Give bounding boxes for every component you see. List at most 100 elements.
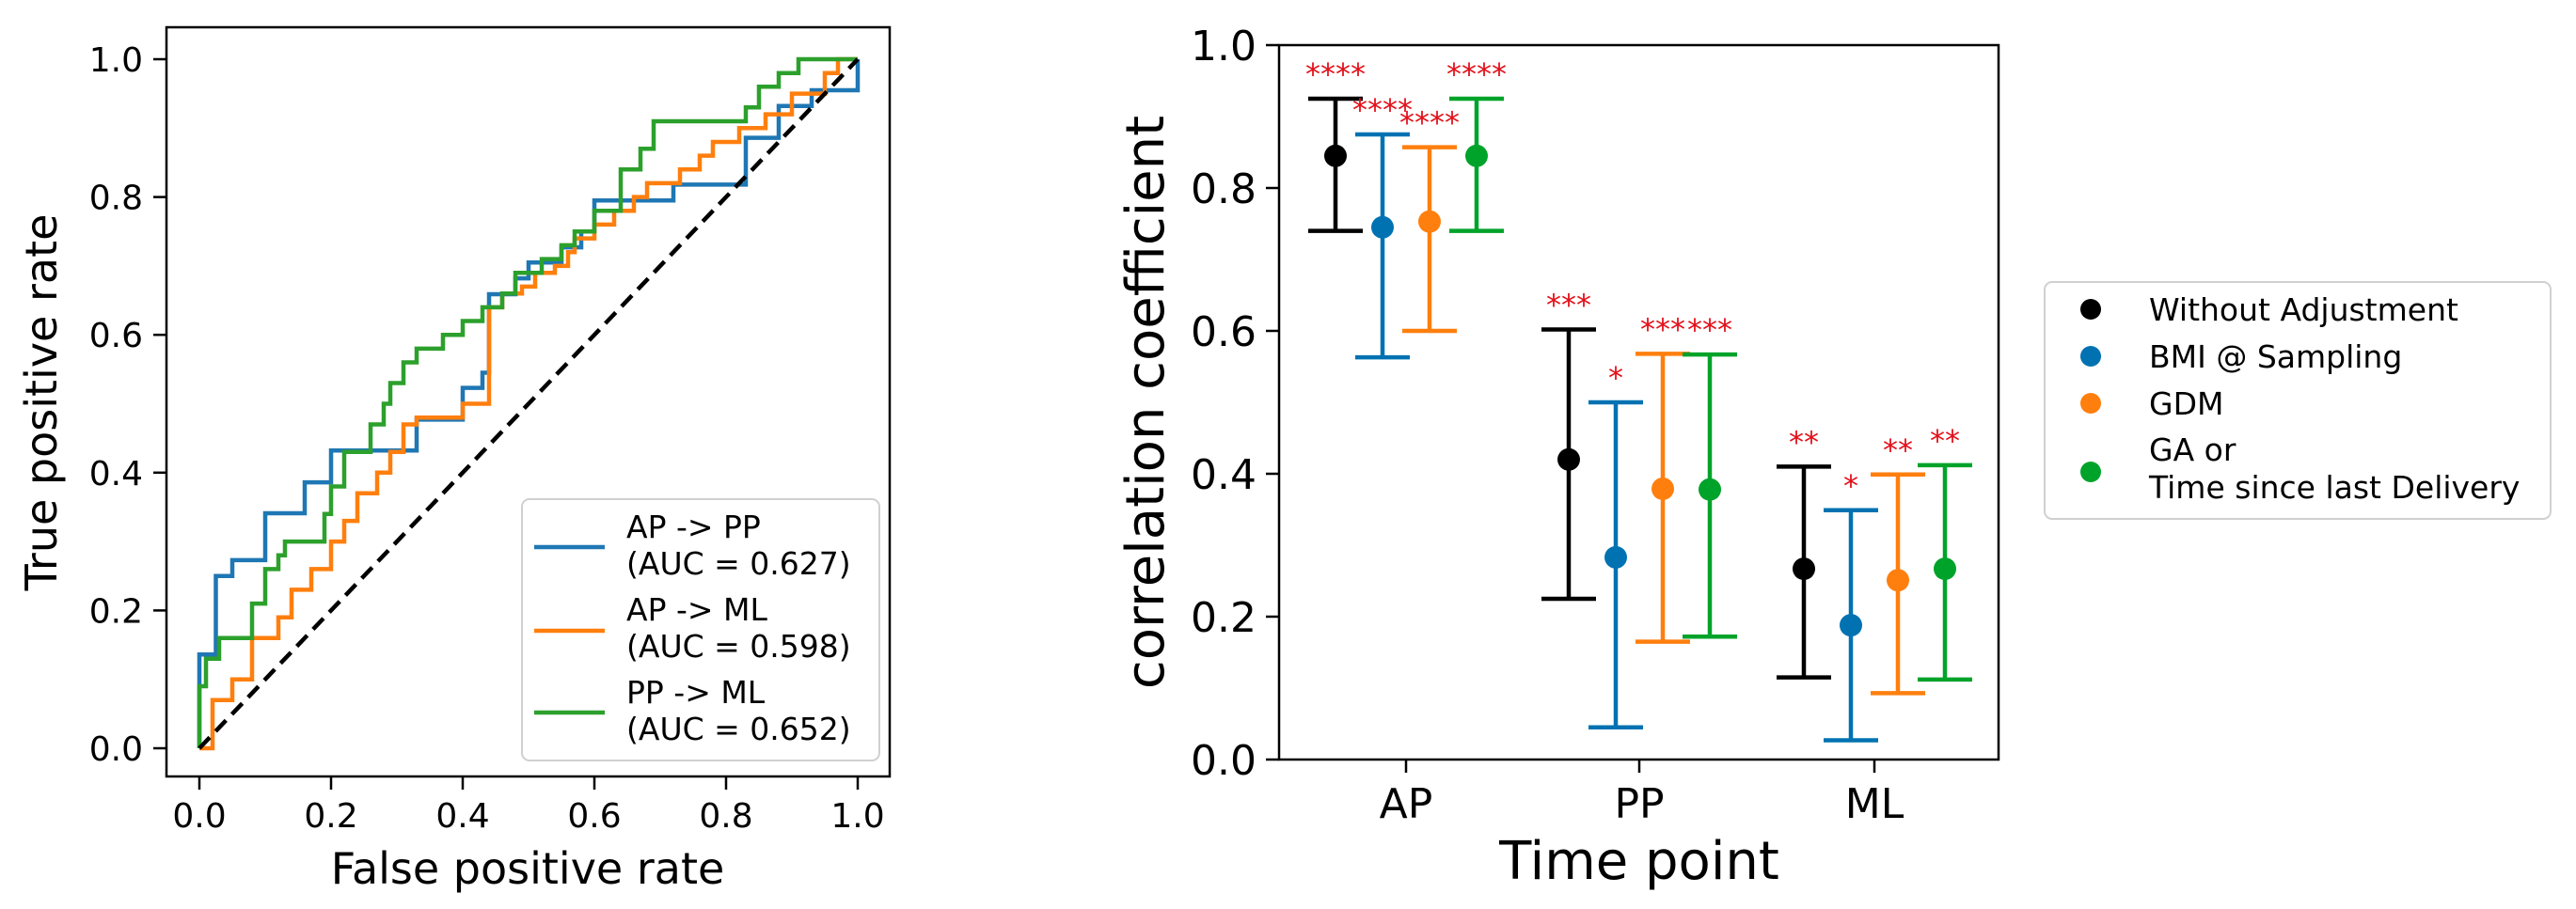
roc-y-axis-label: True positive rate xyxy=(16,214,67,592)
corr-legend-entry-without-adjustment: Without Adjustment xyxy=(2080,291,2458,328)
roc-chart: 0.0 0.2 0.4 0.6 0.8 1.0 0.0 0.2 0.4 0.6 0.8 1.0 Fa… xyxy=(16,25,892,894)
corr-legend-label-ga-line1: GA or xyxy=(2149,431,2236,468)
roc-legend-entry-ap-pp: AP -> PP (AUC = 0.627) xyxy=(534,509,851,582)
roc-axes-frame xyxy=(165,25,892,778)
corr-y-tick-label: 0.2 xyxy=(1191,594,1256,642)
errorbar-ml-0: ** xyxy=(1777,424,1831,680)
corr-y-tick-label: 0.4 xyxy=(1191,451,1256,499)
significance-label: * xyxy=(1843,468,1858,504)
roc-y-tick-label: 0.8 xyxy=(89,180,143,218)
roc-legend-label-ap-pp: AP -> PP xyxy=(626,509,761,545)
errorbar-ap-0: **** xyxy=(1305,56,1366,233)
corr-legend: Without Adjustment BMI @ Sampling GDM GA… xyxy=(2044,281,2552,520)
roc-x-tick-label: 0.6 xyxy=(567,797,621,836)
errorbar-ap-3: **** xyxy=(1446,56,1507,233)
point-marker xyxy=(1324,144,1347,167)
errorbar-pp-1: * xyxy=(1588,360,1643,730)
corr-x-ticks: AP PP ML xyxy=(1380,760,1904,828)
roc-legend-auc-ap-ml: (AUC = 0.598) xyxy=(626,628,851,665)
roc-x-tick-label: 0.2 xyxy=(304,797,357,836)
point-marker xyxy=(1934,557,1956,581)
point-marker xyxy=(1840,614,1862,637)
corr-y-ticks: 0.0 0.2 0.4 0.6 0.8 1.0 xyxy=(1191,23,1279,785)
corr-x-axis-label: Time point xyxy=(1498,831,1779,892)
point-marker xyxy=(1465,144,1488,167)
roc-curve-ap-ml xyxy=(199,56,858,751)
corr-legend-box xyxy=(2044,281,2552,520)
roc-x-ticks: 0.0 0.2 0.4 0.6 0.8 1.0 xyxy=(172,776,885,836)
point-marker xyxy=(1604,545,1627,569)
errorbar-pp-3: *** xyxy=(1683,312,1737,639)
roc-y-tick-label: 1.0 xyxy=(89,41,143,80)
errorbar-ml-2: ** xyxy=(1871,432,1925,696)
corr-y-tick-label: 0.8 xyxy=(1191,165,1256,213)
corr-legend-label-without-adjustment: Without Adjustment xyxy=(2149,291,2458,328)
point-marker xyxy=(1651,477,1674,500)
corr-legend-label-ga-line2: Time since last Delivery xyxy=(2148,469,2520,506)
roc-curve-chance xyxy=(198,57,860,750)
roc-curves xyxy=(197,56,861,751)
significance-label: *** xyxy=(1546,287,1591,322)
roc-legend-auc-ap-pp: (AUC = 0.627) xyxy=(626,545,851,582)
corr-legend-entry-gdm: GDM xyxy=(2080,385,2223,422)
roc-y-ticks: 0.0 0.2 0.4 0.6 0.8 1.0 xyxy=(89,41,166,769)
roc-legend-box xyxy=(521,498,880,761)
corr-y-tick-label: 0.6 xyxy=(1191,308,1256,356)
errorbar-ap-2: **** xyxy=(1399,105,1460,334)
roc-legend-entry-ap-ml: AP -> ML (AUC = 0.598) xyxy=(534,591,851,665)
corr-y-tick-label: 0.0 xyxy=(1191,737,1256,785)
roc-curve-pp-ml xyxy=(197,56,858,748)
corr-x-tick-label: PP xyxy=(1614,780,1664,828)
roc-curve-ap-pp xyxy=(197,59,861,748)
corr-legend-entry-ga: GA or Time since last Delivery xyxy=(2080,431,2520,506)
corr-y-tick-label: 1.0 xyxy=(1191,23,1256,71)
significance-label: ** xyxy=(1789,424,1819,460)
point-marker xyxy=(1793,557,1815,581)
point-marker xyxy=(1371,215,1394,239)
corr-x-tick-label: AP xyxy=(1380,780,1433,828)
corr-legend-marker-ga xyxy=(2080,462,2101,482)
significance-label: **** xyxy=(1305,56,1366,92)
roc-y-tick-label: 0.0 xyxy=(89,730,143,769)
roc-legend-label-pp-ml: PP -> ML xyxy=(626,674,766,711)
corr-y-axis-label: correlation coefficient xyxy=(1115,116,1177,689)
roc-x-tick-label: 0.0 xyxy=(172,797,226,836)
roc-x-tick-label: 1.0 xyxy=(830,797,884,836)
errorbar-pp-2: *** xyxy=(1636,311,1690,644)
roc-x-axis-label: False positive rate xyxy=(331,843,725,894)
point-marker xyxy=(1699,478,1721,501)
significance-label: *** xyxy=(1640,311,1685,347)
corr-legend-label-bmi: BMI @ Sampling xyxy=(2149,338,2402,375)
roc-legend-entry-pp-ml: PP -> ML (AUC = 0.652) xyxy=(534,674,851,747)
corr-legend-entry-bmi: BMI @ Sampling xyxy=(2080,338,2402,375)
roc-legend-auc-pp-ml: (AUC = 0.652) xyxy=(626,711,851,747)
roc-y-tick-label: 0.4 xyxy=(89,455,143,494)
roc-x-tick-label: 0.8 xyxy=(699,797,752,836)
corr-legend-marker-gdm xyxy=(2080,393,2101,414)
roc-legend: AP -> PP (AUC = 0.627) AP -> ML (AUC = 0… xyxy=(521,498,880,761)
significance-label: ** xyxy=(1930,423,1960,459)
significance-label: *** xyxy=(1687,312,1732,348)
errorbar-ap-1: **** xyxy=(1352,92,1413,360)
correlation-marks: ********************************* xyxy=(1305,56,1972,743)
significance-label: ** xyxy=(1883,432,1913,468)
point-marker xyxy=(1887,569,1909,592)
errorbar-ml-3: ** xyxy=(1918,423,1972,682)
point-marker xyxy=(1557,447,1580,471)
errorbar-ml-1: * xyxy=(1824,468,1878,743)
significance-label: * xyxy=(1608,360,1623,396)
roc-x-tick-label: 0.4 xyxy=(435,797,489,836)
corr-legend-label-gdm: GDM xyxy=(2149,385,2223,422)
point-marker xyxy=(1418,210,1441,233)
correlation-chart: ********************************* AP PP ML… xyxy=(1115,23,2552,892)
roc-legend-label-ap-ml: AP -> ML xyxy=(626,591,767,628)
significance-label: **** xyxy=(1399,105,1460,141)
errorbar-pp-0: *** xyxy=(1541,287,1596,602)
roc-y-tick-label: 0.6 xyxy=(89,317,143,355)
corr-legend-marker-without-adjustment xyxy=(2080,299,2101,320)
significance-label: **** xyxy=(1352,92,1413,128)
corr-x-tick-label: ML xyxy=(1845,780,1904,828)
significance-label: **** xyxy=(1446,56,1507,92)
corr-legend-marker-bmi xyxy=(2080,346,2101,367)
